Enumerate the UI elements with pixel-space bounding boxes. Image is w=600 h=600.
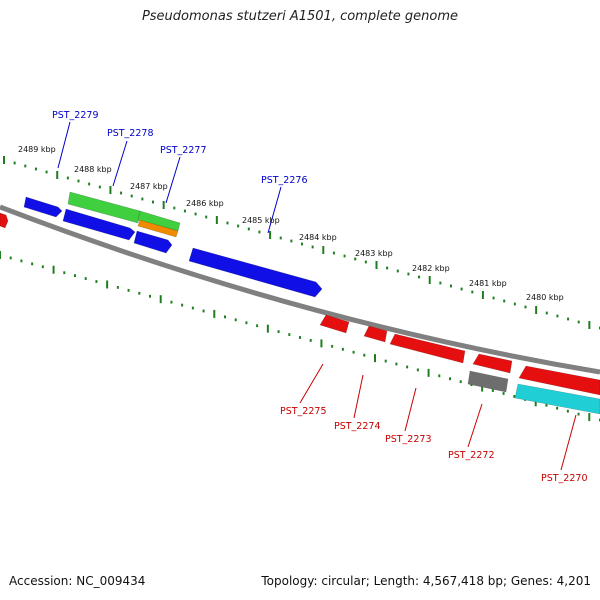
gene-features — [0, 191, 600, 415]
gene-arrow-pst-2278-blue — [62, 208, 136, 241]
scale-label: 2480 kbp — [526, 293, 564, 302]
gene-arrow-pst-2278-green — [67, 191, 141, 224]
gene-arrow-pst-2274 — [363, 325, 388, 343]
gene-leader-line — [57, 121, 71, 169]
gene-arrow-pst-2277-orange — [137, 219, 179, 238]
gene-arrow-pst-2279 — [23, 196, 63, 218]
gene-leader-line — [560, 414, 577, 471]
gene-arrow-pst-2272-gray — [467, 370, 509, 393]
gene-leader-line — [353, 374, 364, 419]
upper-dotted-track — [3, 156, 600, 330]
gene-leader-line — [112, 140, 128, 187]
genome-backbone — [0, 204, 600, 375]
gene-label-forward: PST_2276 — [261, 175, 308, 186]
gene-label-reverse: PST_2270 — [541, 473, 588, 484]
scale-label: 2487 kbp — [130, 182, 168, 191]
scale-label: 2481 kbp — [469, 279, 507, 288]
gene-arrow-pst-2277-blue — [133, 230, 173, 254]
gene-arrow-pst-2271 — [518, 365, 600, 396]
gene-label-reverse: PST_2274 — [334, 421, 381, 432]
scale-label: 2483 kbp — [355, 249, 393, 258]
scale-label: 2482 kbp — [412, 264, 450, 273]
scale-label: 2488 kbp — [74, 165, 112, 174]
gene-leader-line — [467, 403, 483, 448]
gene-leader-line — [404, 387, 417, 432]
scale-label: 2486 kbp — [186, 199, 224, 208]
gene-arrow-partial-left — [0, 212, 9, 229]
scale-label: 2489 kbp — [18, 145, 56, 154]
scale-label: 2484 kbp — [299, 233, 337, 242]
gene-leader-line — [267, 186, 282, 234]
gene-label-reverse: PST_2272 — [448, 450, 495, 461]
genome-title: Pseudomonas stutzeri A1501, complete gen… — [141, 9, 459, 24]
gene-leader-line — [165, 156, 181, 204]
gene-arrow-pst-2270 — [514, 383, 600, 415]
accession-text: Accession: NC_009434 — [9, 574, 146, 588]
gene-arrow-pst-2275 — [319, 314, 350, 334]
gene-arrow-pst-2273 — [389, 333, 466, 364]
gene-arrow-pst-2272-red — [472, 353, 513, 374]
gene-label-forward: PST_2278 — [107, 128, 154, 139]
gene-label-forward: PST_2277 — [160, 145, 207, 156]
gene-labels: PST_2279 PST_2278 PST_2277 PST_2276 PST_2275… — [52, 110, 588, 484]
scale-labels: 2489 kbp 2488 kbp 2487 kbp 2486 kbp 2485 kbp… — [18, 145, 564, 302]
gene-label-reverse: PST_2273 — [385, 434, 432, 445]
gene-arrow-pst-2276 — [188, 247, 323, 298]
gene-label-reverse: PST_2275 — [280, 406, 327, 417]
gene-leader-line — [299, 363, 324, 404]
genome-stats-text: Topology: circular; Length: 4,567,418 bp… — [261, 574, 591, 588]
scale-label: 2485 kbp — [242, 216, 280, 225]
lower-dotted-track — [0, 251, 600, 422]
gene-label-forward: PST_2279 — [52, 110, 99, 121]
